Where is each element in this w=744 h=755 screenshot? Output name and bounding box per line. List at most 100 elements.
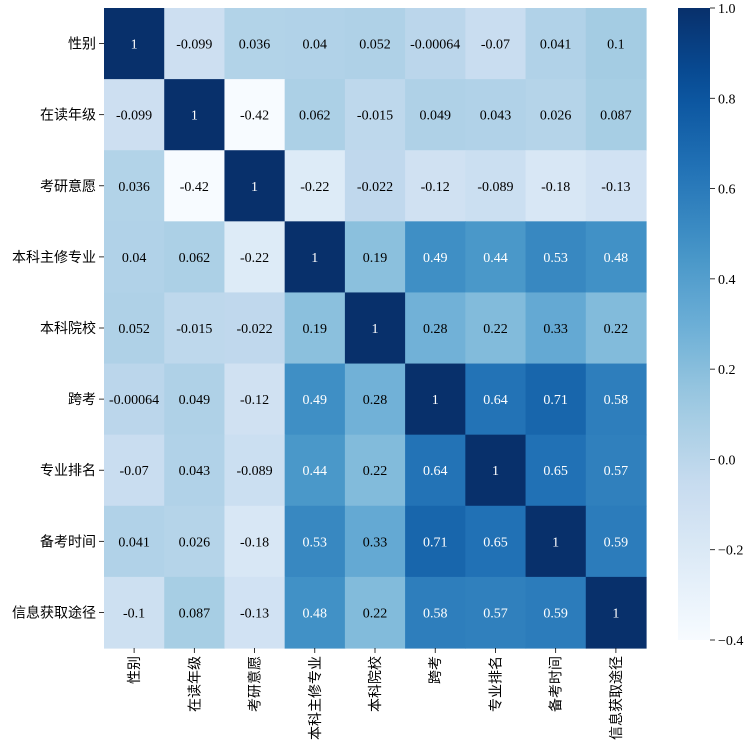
heatmap-cell — [224, 150, 286, 222]
column-label: 本科主修专业 — [308, 656, 324, 740]
heatmap-cell — [405, 221, 466, 294]
heatmap-cell — [104, 79, 165, 151]
cell-value-label: -0.42 — [180, 180, 209, 195]
heatmap-cell — [284, 8, 346, 80]
cell-value-label: -0.18 — [240, 535, 269, 550]
cell-value-label: 0.062 — [179, 251, 211, 266]
colorbar-tick-label: 0.8 — [718, 92, 736, 107]
heatmap-cell — [525, 8, 587, 80]
cell-value-label: -0.00064 — [109, 393, 159, 408]
heatmap-cell — [405, 576, 466, 649]
heatmap-cell — [585, 292, 647, 365]
row-label: 在读年级 — [40, 107, 96, 124]
heatmap-cell — [465, 363, 527, 436]
heatmap-cell — [585, 8, 647, 80]
heatmap-cell — [525, 505, 587, 578]
cell-value-label: 0.59 — [604, 535, 629, 550]
heatmap-cell — [164, 363, 226, 436]
cell-value-label: -0.12 — [421, 180, 450, 195]
row-label: 性别 — [68, 37, 96, 53]
heatmap-cell — [104, 150, 165, 222]
heatmap-cell — [525, 221, 587, 294]
heatmap-cell — [525, 363, 587, 436]
cell-value-label: -0.18 — [541, 180, 570, 195]
heatmap-cell — [585, 150, 647, 222]
column-label: 跨考 — [428, 656, 444, 684]
heatmap-cell — [525, 292, 587, 365]
cell-value-label: -0.07 — [120, 464, 149, 479]
heatmap-cell — [465, 505, 527, 578]
row-label: 本科院校 — [40, 320, 96, 337]
cell-value-label: -0.099 — [176, 38, 212, 53]
cell-value-label: 1 — [311, 251, 318, 266]
colorbar-gradient — [678, 8, 710, 640]
heatmap-cell — [224, 8, 286, 80]
cell-value-label: 0.22 — [483, 322, 508, 337]
cell-value-label: 0.041 — [118, 535, 150, 550]
heatmap-cell — [525, 150, 587, 222]
cell-value-label: 0.043 — [480, 109, 512, 124]
heatmap-cell — [164, 150, 226, 222]
heatmap-cell — [405, 79, 466, 151]
cell-value-label: 0.22 — [363, 464, 388, 479]
cell-value-label: 1 — [432, 393, 439, 408]
heatmap-cell — [164, 505, 226, 578]
heatmap-cell — [164, 292, 226, 365]
column-label: 本科院校 — [367, 656, 384, 712]
heatmap-cell — [585, 363, 647, 436]
heatmap-cell — [344, 8, 406, 80]
cell-value-label: -0.089 — [236, 464, 272, 479]
heatmap-cell — [465, 576, 527, 649]
heatmap-cell — [344, 150, 406, 222]
cell-value-label: 0.052 — [359, 38, 391, 53]
cell-value-label: -0.13 — [240, 606, 269, 621]
heatmap-cell — [585, 221, 647, 294]
heatmap-cell — [284, 363, 346, 436]
heatmap-cell — [344, 576, 406, 649]
cell-value-label: 0.087 — [179, 606, 211, 621]
heatmap-cell — [104, 292, 165, 365]
heatmap-cell — [344, 79, 406, 151]
column-label: 考研意愿 — [247, 656, 264, 712]
heatmap-cell — [465, 79, 527, 151]
cell-value-label: 0.58 — [423, 606, 448, 621]
cell-value-label: 0.58 — [604, 393, 629, 408]
heatmap-cell — [344, 434, 406, 507]
cell-value-label: 0.33 — [363, 535, 388, 550]
heatmap-cell — [525, 576, 587, 649]
heatmap-cell — [405, 434, 466, 507]
cell-value-label: -0.22 — [300, 180, 329, 195]
cell-value-label: 0.44 — [303, 464, 328, 479]
column-label: 专业排名 — [488, 656, 504, 712]
heatmap-cell — [104, 576, 165, 649]
cell-value-label: -0.00064 — [410, 38, 460, 53]
heatmap-cell — [164, 8, 226, 80]
colorbar-tick-label: 0.4 — [718, 273, 736, 288]
heatmap-cell — [164, 79, 226, 151]
column-label: 信息获取途径 — [608, 656, 625, 740]
heatmap-cell — [284, 221, 346, 294]
heatmap-cell — [465, 8, 527, 80]
cell-value-label: 1 — [372, 322, 379, 337]
heatmap-cell — [284, 292, 346, 365]
heatmap-cell — [104, 8, 165, 80]
cell-value-label: 0.043 — [179, 464, 211, 479]
cell-value-label: 0.64 — [423, 464, 448, 479]
cell-value-label: 0.49 — [423, 251, 448, 266]
cell-value-label: 0.53 — [543, 251, 568, 266]
cell-value-label: 0.19 — [363, 251, 388, 266]
row-label: 信息获取途径 — [12, 604, 96, 621]
heatmap-cell — [164, 221, 226, 294]
cell-value-label: 0.57 — [483, 606, 508, 621]
heatmap-cell — [405, 150, 466, 222]
cell-value-label: -0.22 — [240, 251, 269, 266]
cell-value-label: 0.04 — [303, 38, 328, 53]
column-label: 性别 — [127, 656, 143, 684]
heatmap-cell — [405, 363, 466, 436]
heatmap-cell — [224, 434, 286, 507]
cell-value-label: 0.44 — [483, 251, 508, 266]
heatmap-cell — [344, 505, 406, 578]
cell-value-label: 1 — [552, 535, 559, 550]
column-label: 在读年级 — [186, 656, 203, 712]
cell-value-label: -0.12 — [240, 393, 269, 408]
